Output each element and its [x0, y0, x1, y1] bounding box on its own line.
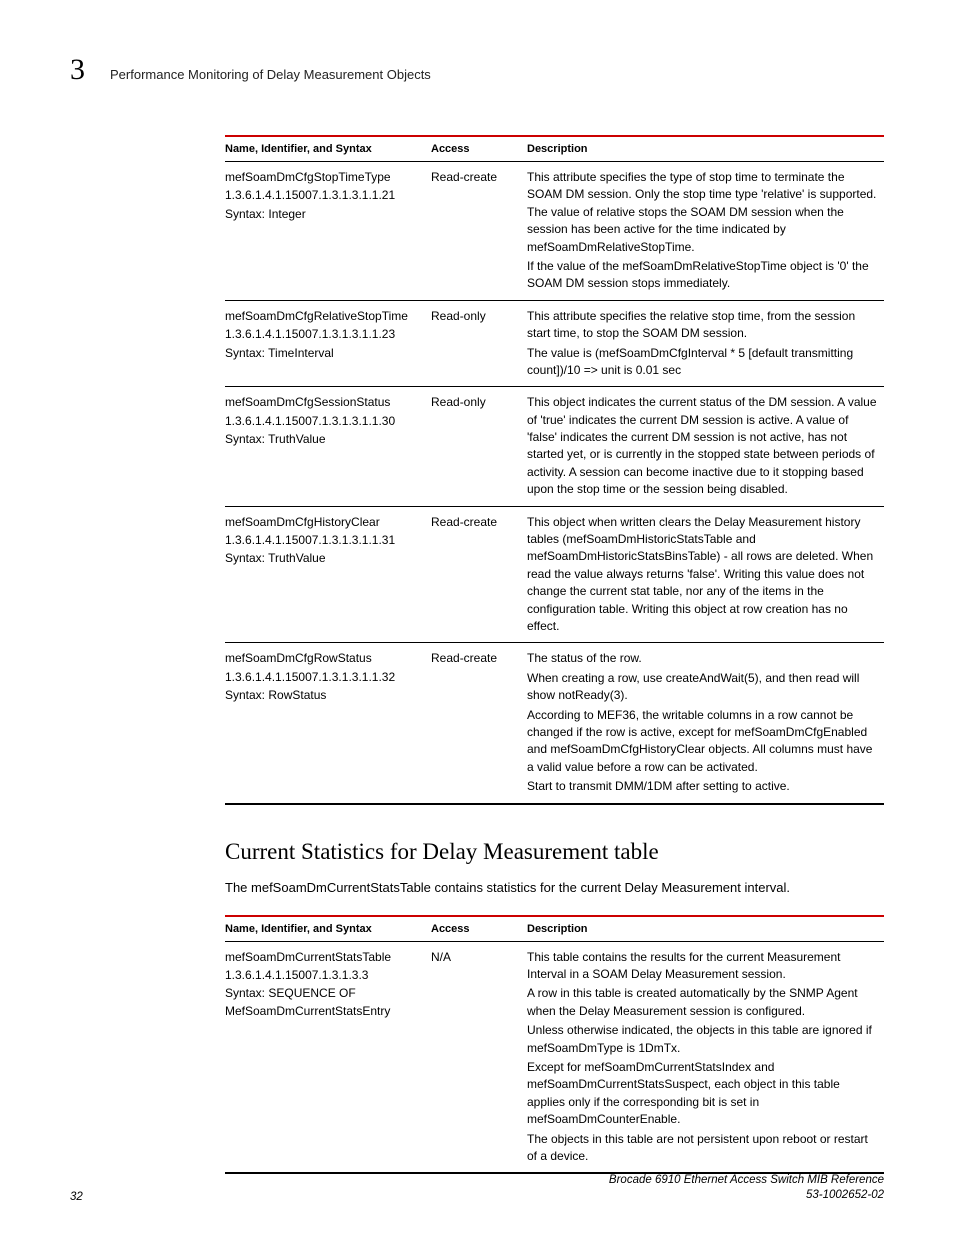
page: 3 Performance Monitoring of Delay Measur…	[0, 0, 954, 1235]
page-footer: 32 Brocade 6910 Ethernet Access Switch M…	[70, 1173, 884, 1203]
chapter-number: 3	[70, 55, 85, 85]
cell-description: This object when written clears the Dela…	[527, 506, 884, 643]
object-syntax: Syntax: RowStatus	[225, 687, 425, 704]
section-heading: Current Statistics for Delay Measurement…	[225, 839, 884, 865]
object-syntax: Syntax: SEQUENCE OF MefSoamDmCurrentStat…	[225, 985, 425, 1020]
table2-header-desc: Description	[527, 916, 884, 942]
cell-description: This attribute specifies the type of sto…	[527, 162, 884, 301]
description-paragraph: This table contains the results for the …	[527, 949, 878, 984]
page-header: 3 Performance Monitoring of Delay Measur…	[70, 55, 884, 85]
table2-header-access: Access	[431, 916, 527, 942]
description-paragraph: If the value of the mefSoamDmRelativeSto…	[527, 258, 878, 293]
object-syntax: Syntax: Integer	[225, 206, 425, 223]
cell-access: Read-only	[431, 300, 527, 387]
footer-doc-info: Brocade 6910 Ethernet Access Switch MIB …	[609, 1173, 884, 1203]
table-row: mefSoamDmCfgRowStatus 1.3.6.1.4.1.15007.1…	[225, 643, 884, 804]
object-oid: 1.3.6.1.4.1.15007.1.3.1.3.1.1.21	[225, 187, 425, 204]
table-row: mefSoamDmCfgHistoryClear1.3.6.1.4.1.1500…	[225, 506, 884, 643]
table-row: mefSoamDmCurrentStatsTable1.3.6.1.4.1.15…	[225, 941, 884, 1173]
description-paragraph: This attribute specifies the type of sto…	[527, 169, 878, 256]
object-name: mefSoamDmCfgRowStatus	[225, 650, 425, 667]
object-name: mefSoamDmCfgStopTimeType	[225, 169, 425, 186]
main-content: Name, Identifier, and Syntax Access Desc…	[225, 135, 884, 1174]
page-number: 32	[70, 1191, 83, 1203]
cell-access: Read-create	[431, 643, 527, 804]
table-row: mefSoamDmCfgSessionStatus 1.3.6.1.4.1.150…	[225, 387, 884, 506]
cell-name: mefSoamDmCfgRowStatus 1.3.6.1.4.1.15007.1…	[225, 643, 431, 804]
object-name: mefSoamDmCfgRelativeStopTime	[225, 308, 425, 325]
cell-access: Read-create	[431, 506, 527, 643]
description-paragraph: A row in this table is created automatic…	[527, 985, 878, 1020]
object-name: mefSoamDmCfgHistoryClear	[225, 514, 425, 531]
object-syntax: Syntax: TimeInterval	[225, 345, 425, 362]
object-name: mefSoamDmCfgSessionStatus	[225, 394, 425, 411]
table-row: mefSoamDmCfgStopTimeType1.3.6.1.4.1.1500…	[225, 162, 884, 301]
cell-name: mefSoamDmCurrentStatsTable1.3.6.1.4.1.15…	[225, 941, 431, 1173]
description-paragraph: The value is (mefSoamDmCfgInterval * 5 […	[527, 345, 878, 380]
cell-description: This object indicates the current status…	[527, 387, 884, 506]
table2-header-name: Name, Identifier, and Syntax	[225, 916, 431, 942]
description-paragraph: This object when written clears the Dela…	[527, 514, 878, 636]
cell-description: This attribute specifies the relative st…	[527, 300, 884, 387]
cell-name: mefSoamDmCfgRelativeStopTime1.3.6.1.4.1.…	[225, 300, 431, 387]
description-paragraph: This object indicates the current status…	[527, 394, 878, 498]
section-intro: The mefSoamDmCurrentStatsTable contains …	[225, 879, 884, 897]
table-row: mefSoamDmCfgRelativeStopTime1.3.6.1.4.1.…	[225, 300, 884, 387]
description-paragraph: According to MEF36, the writable columns…	[527, 707, 878, 777]
description-paragraph: Unless otherwise indicated, the objects …	[527, 1022, 878, 1057]
object-oid: 1.3.6.1.4.1.15007.1.3.1.3.1.1.23	[225, 326, 425, 343]
table1-header-access: Access	[431, 136, 527, 162]
object-oid: 1.3.6.1.4.1.15007.1.3.1.3.1.1.31	[225, 532, 425, 549]
mib-table-1: Name, Identifier, and Syntax Access Desc…	[225, 135, 884, 805]
object-oid: 1.3.6.1.4.1.15007.1.3.1.3.1.1.30	[225, 413, 425, 430]
cell-name: mefSoamDmCfgHistoryClear1.3.6.1.4.1.1500…	[225, 506, 431, 643]
description-paragraph: Except for mefSoamDmCurrentStatsIndex an…	[527, 1059, 878, 1129]
object-syntax: Syntax: TruthValue	[225, 550, 425, 567]
running-title: Performance Monitoring of Delay Measurem…	[110, 67, 431, 82]
table1-header-desc: Description	[527, 136, 884, 162]
cell-access: Read-only	[431, 387, 527, 506]
cell-access: Read-create	[431, 162, 527, 301]
object-name: mefSoamDmCurrentStatsTable	[225, 949, 425, 966]
object-syntax: Syntax: TruthValue	[225, 431, 425, 448]
description-paragraph: Start to transmit DMM/1DM after setting …	[527, 778, 878, 795]
cell-name: mefSoamDmCfgStopTimeType1.3.6.1.4.1.1500…	[225, 162, 431, 301]
footer-doc-title: Brocade 6910 Ethernet Access Switch MIB …	[609, 1173, 884, 1188]
footer-doc-number: 53-1002652-02	[609, 1188, 884, 1203]
object-oid: 1.3.6.1.4.1.15007.1.3.1.3.1.1.32	[225, 669, 425, 686]
cell-access: N/A	[431, 941, 527, 1173]
cell-description: The status of the row. When creating a ro…	[527, 643, 884, 804]
description-paragraph: The objects in this table are not persis…	[527, 1131, 878, 1166]
object-oid: 1.3.6.1.4.1.15007.1.3.1.3.3	[225, 967, 425, 984]
mib-table-2: Name, Identifier, and Syntax Access Desc…	[225, 915, 884, 1175]
description-paragraph: When creating a row, use createAndWait(5…	[527, 670, 878, 705]
table1-header-name: Name, Identifier, and Syntax	[225, 136, 431, 162]
description-paragraph: The status of the row.	[527, 650, 878, 667]
cell-description: This table contains the results for the …	[527, 941, 884, 1173]
description-paragraph: This attribute specifies the relative st…	[527, 308, 878, 343]
cell-name: mefSoamDmCfgSessionStatus 1.3.6.1.4.1.150…	[225, 387, 431, 506]
